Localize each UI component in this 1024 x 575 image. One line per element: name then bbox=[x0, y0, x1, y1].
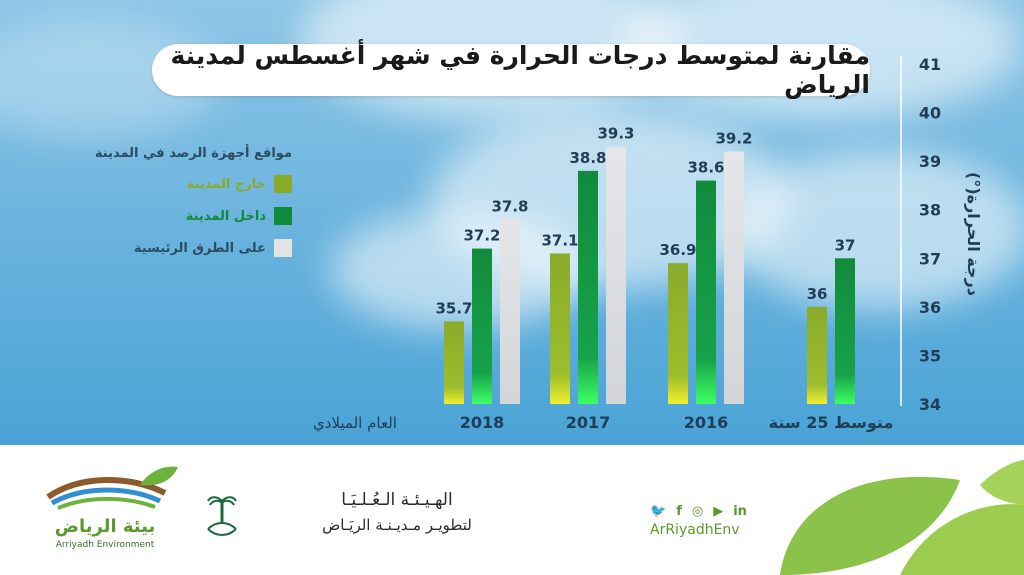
y-tick-label: 36 bbox=[919, 298, 941, 317]
data-label: 37.1 bbox=[541, 231, 578, 249]
bar-inside-city bbox=[472, 248, 492, 404]
y-tick-label: 35 bbox=[919, 346, 941, 365]
data-label: 38.6 bbox=[687, 159, 724, 177]
data-label: 37 bbox=[835, 236, 856, 254]
footer bbox=[0, 445, 1024, 575]
chart-title: مقارنة لمتوسط درجات الحرارة في شهر أغسطس… bbox=[170, 41, 870, 99]
x-tick-label: 2017 bbox=[566, 413, 611, 432]
env-logo-icon bbox=[57, 496, 156, 510]
x-tick-label: 2016 bbox=[684, 413, 729, 432]
bar-outside-city bbox=[807, 306, 827, 404]
legend-title: مواقع أجهزة الرصد في المدينة bbox=[94, 146, 292, 161]
y-tick-label: 34 bbox=[919, 395, 941, 414]
y-tick-label: 37 bbox=[919, 249, 941, 268]
data-label: 39.2 bbox=[715, 129, 752, 147]
y-tick-label: 41 bbox=[919, 55, 941, 74]
x-tick-label: متوسط 25 سنة bbox=[769, 413, 894, 432]
x-tick-label: 2018 bbox=[460, 413, 505, 432]
legend-swatch-inside bbox=[274, 207, 292, 225]
bar-inside-city bbox=[835, 258, 855, 404]
legend-label-inside: داخل المدينة bbox=[185, 208, 266, 224]
chart-title-pill: مقارنة لمتوسط درجات الحرارة في شهر أغسطس… bbox=[152, 41, 870, 99]
instagram-icon[interactable]: ◎ bbox=[691, 504, 704, 519]
cloud-shape bbox=[330, 210, 590, 330]
data-label: 37.2 bbox=[463, 227, 500, 245]
env-logo-arabic: بيئة الرياض bbox=[54, 516, 156, 537]
leaf-decoration bbox=[780, 476, 960, 575]
leaf-decoration bbox=[900, 504, 1024, 575]
facebook-icon[interactable]: f bbox=[676, 504, 682, 519]
youtube-icon[interactable]: ▶ bbox=[713, 504, 724, 519]
data-label: 35.7 bbox=[435, 299, 472, 317]
saudi-emblem-icon bbox=[207, 496, 237, 536]
y-tick-label: 40 bbox=[919, 104, 941, 123]
bar-inside-city bbox=[578, 170, 598, 404]
leaf-decoration bbox=[980, 460, 1024, 505]
bar-outside-city bbox=[550, 253, 570, 404]
data-label: 36 bbox=[807, 285, 828, 303]
data-label: 39.3 bbox=[597, 125, 634, 143]
data-label: 38.8 bbox=[569, 149, 606, 167]
legend-item-inside: داخل المدينة bbox=[80, 207, 292, 225]
twitter-icon[interactable]: 🐦 bbox=[650, 504, 667, 519]
cloud-shape bbox=[730, 150, 1024, 310]
data-label: 37.8 bbox=[491, 197, 528, 215]
legend-item-outside: خارج المدينة bbox=[80, 175, 292, 193]
legend-label-roads: على الطرق الرئيسية bbox=[133, 240, 266, 256]
env-logo-english: Arriyadh Environment bbox=[55, 540, 155, 550]
legend-label-outside: خارج المدينة bbox=[186, 176, 266, 192]
legend-item-roads: على الطرق الرئيسية bbox=[80, 239, 292, 257]
data-label: 36.9 bbox=[659, 241, 696, 259]
y-axis-title: درجة الحرارة(°) bbox=[964, 172, 983, 296]
social-icons: 🐦 f ◎ ▶ in bbox=[650, 504, 747, 519]
bar-chart: 34 35 36 37 38 39 40 41 درجة الحرارة(°) 36 37 متوس… bbox=[313, 55, 983, 433]
bar-main-roads bbox=[500, 219, 520, 404]
bar-main-roads bbox=[724, 151, 744, 404]
legend-swatch-roads bbox=[274, 239, 292, 257]
footer-decoration bbox=[46, 460, 1024, 575]
social-handle[interactable]: ArRiyadhEnv bbox=[650, 522, 740, 538]
env-logo-icon bbox=[50, 487, 162, 506]
env-logo-icon bbox=[140, 466, 178, 486]
bar-inside-city bbox=[696, 180, 716, 404]
linkedin-icon[interactable]: in bbox=[733, 504, 747, 519]
chart-legend: مواقع أجهزة الرصد في المدينة خارج المدين… bbox=[80, 146, 292, 271]
y-tick-label: 39 bbox=[919, 152, 941, 171]
authority-name-line2: لتطويـر مـديـنـة الريَـاض bbox=[322, 516, 472, 534]
bar-outside-city bbox=[444, 321, 464, 404]
y-tick-label: 38 bbox=[919, 201, 941, 220]
authority-name-line1: الهـيـئـة الـعُـلـيَـا bbox=[341, 490, 453, 510]
bar-outside-city bbox=[668, 263, 688, 404]
env-logo-icon bbox=[46, 477, 167, 500]
legend-swatch-outside bbox=[274, 175, 292, 193]
bar-main-roads bbox=[606, 146, 626, 405]
x-axis-title: العام الميلادي bbox=[313, 414, 397, 433]
